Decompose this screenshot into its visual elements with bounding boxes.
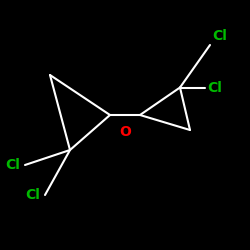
Text: O: O bbox=[119, 125, 131, 139]
Text: Cl: Cl bbox=[212, 28, 228, 42]
Text: Cl: Cl bbox=[25, 188, 40, 202]
Text: Cl: Cl bbox=[5, 158, 20, 172]
Text: Cl: Cl bbox=[208, 80, 222, 94]
